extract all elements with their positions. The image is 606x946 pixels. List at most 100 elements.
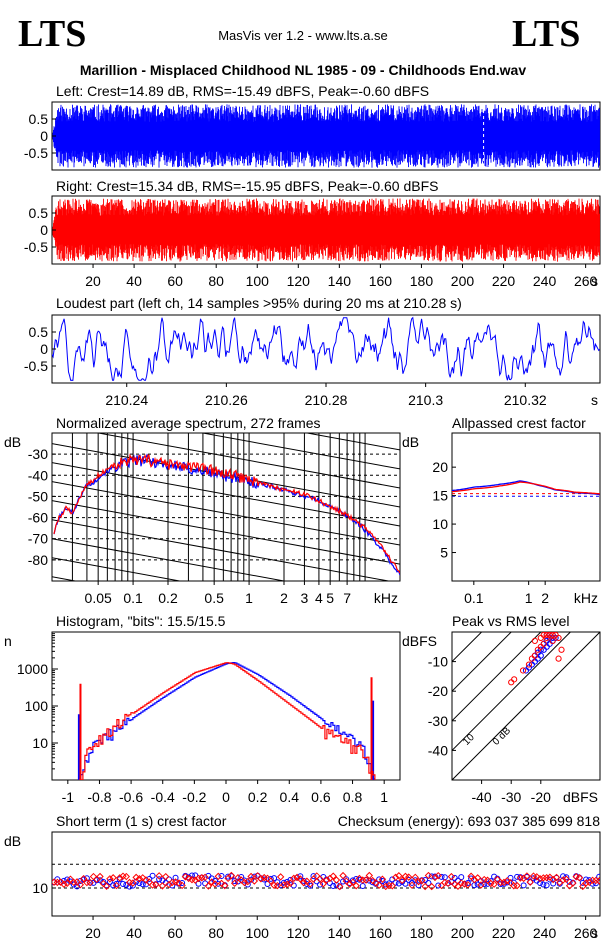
short-crest-point-left	[438, 873, 445, 880]
short-crest-point-right	[375, 881, 383, 889]
histogram-xtick-label: -1	[62, 789, 75, 805]
right_waveform-ytick-label: -0.5	[24, 239, 48, 255]
spectrum-slope-line	[52, 557, 183, 581]
short-crest-point-right	[569, 879, 577, 887]
spectrum-clip-plot-area	[52, 433, 400, 581]
short-crest-point-left	[241, 877, 248, 884]
peak-rms-point-right	[540, 640, 547, 647]
short-crest-point-left	[215, 880, 222, 887]
short-crest-ylabel: dB	[4, 833, 21, 849]
loudest-xtick-label: 210.28	[305, 392, 348, 408]
crest-ap-frame	[451, 432, 601, 582]
short-crest-point-right	[434, 871, 442, 880]
short-crest-point-right	[424, 871, 433, 880]
short-crest-point-left	[172, 874, 179, 881]
peak-rms-point-right	[511, 676, 518, 683]
short-crest-point-right	[477, 881, 485, 889]
short-crest-point-right	[398, 876, 406, 885]
peak-rms-ytick-label: -30	[428, 713, 448, 729]
right_waveform-clip-plot-area	[52, 198, 600, 262]
short-crest-point-right	[500, 878, 508, 887]
short-crest-point-left	[451, 874, 458, 881]
short-crest-point-right	[345, 880, 354, 888]
peak-rms-frame	[451, 631, 601, 781]
short-crest-point-right	[227, 871, 236, 880]
short-crest-point-right	[510, 882, 518, 890]
short-crest-point-left	[382, 881, 389, 888]
spectrum-xtick-label: 0.05	[85, 590, 112, 606]
spectrum-ytick-label: -30	[28, 446, 48, 462]
short-crest-point-left	[136, 880, 143, 887]
short-crest-xtick-label: 100	[246, 925, 270, 941]
short-crest-point-right	[207, 878, 216, 886]
histogram-ytick-label: 100	[25, 698, 49, 714]
short-crest-point-left	[310, 873, 317, 880]
short-crest-point-right	[444, 879, 452, 888]
histogram-xtick-label: -0.4	[151, 789, 175, 805]
right_waveform-ytick-label: 0	[40, 222, 48, 238]
short-crest-point-right	[368, 876, 377, 885]
right_waveform-ytick-label: 0.5	[29, 205, 49, 221]
loudest-frame	[51, 314, 601, 384]
short-crest-point-left	[113, 880, 120, 887]
crest-ap-line-right	[452, 481, 600, 495]
spectrum-slope-line	[52, 462, 400, 527]
short-crest-point-right	[355, 874, 364, 883]
histogram-xtick-label: 0	[222, 789, 230, 805]
short-crest-point-left	[287, 876, 294, 883]
short-crest-point-left	[225, 873, 232, 880]
short-crest-point-left	[133, 878, 140, 885]
short-crest-point-right	[546, 873, 554, 881]
app-version: MasVis ver 1.2 - www.lts.a.se	[218, 28, 388, 43]
short-crest-point-left	[149, 872, 156, 879]
short-crest-point-right	[352, 882, 360, 890]
short-crest-point-right	[139, 874, 147, 882]
peak-rms-point-left	[546, 640, 553, 647]
loudest-xtick-label: 210.26	[205, 392, 248, 408]
short-crest-point-right	[247, 872, 255, 881]
short-crest-point-right	[450, 880, 459, 888]
short-crest-point-left	[106, 879, 113, 886]
logo-left: LTS	[18, 13, 86, 55]
short-crest-xunit: s	[591, 925, 598, 941]
short-crest-point-right	[322, 876, 331, 884]
short-crest-point-left	[156, 876, 163, 883]
right_waveform-xtick-label: 40	[126, 273, 142, 289]
short-crest-point-right	[106, 875, 114, 883]
short-crest-point-left	[596, 873, 600, 880]
short-crest-point-right	[194, 874, 203, 883]
short-crest-point-right	[536, 874, 544, 883]
peak-rms-diagonal	[452, 632, 542, 722]
short-crest-point-right	[359, 876, 367, 884]
histogram-xtick-label: 0.2	[248, 789, 268, 805]
left_waveform-clip-plot-area	[52, 104, 600, 168]
loudest-clip-plot-area	[52, 316, 600, 381]
short-crest-point-right	[230, 879, 239, 887]
short-crest-point-right	[112, 881, 121, 890]
short-crest-point-left	[139, 881, 146, 888]
short-crest-xtick-label: 180	[410, 925, 434, 941]
right_waveform-xtick-label: 200	[451, 273, 475, 289]
spectrum-xtick-label: 7	[343, 590, 351, 606]
short-crest-point-left	[126, 883, 133, 890]
left_waveform-ytick-label: 0.5	[29, 111, 49, 127]
spectrum-xunit: kHz	[374, 590, 398, 606]
spectrum-ytick-label: -50	[28, 488, 48, 504]
histogram-xtick-label: -0.2	[182, 789, 206, 805]
spectrum-line-right	[53, 453, 400, 574]
loudest-part-title: Loudest part (left ch, 14 samples >95% d…	[56, 295, 462, 311]
right_waveform-xtick-label: 180	[410, 273, 434, 289]
short-crest-point-right	[562, 875, 571, 883]
short-crest-point-left	[297, 873, 304, 880]
short-crest-point-right	[204, 882, 213, 890]
spectrum-slope-line	[304, 433, 400, 451]
peak-rms-xtick-label: -40	[471, 789, 491, 805]
histogram-frame	[51, 631, 401, 781]
crest-ap-clip-plot-area	[452, 480, 600, 497]
short-crest-point-left	[129, 882, 136, 889]
spectrum-xtick-label: 4	[315, 590, 323, 606]
left_waveform-ytick-label: -0.5	[24, 145, 48, 161]
short-crest-point-left	[405, 876, 412, 883]
short-crest-point-right	[102, 882, 111, 890]
peak-rms-point-right	[525, 661, 533, 668]
